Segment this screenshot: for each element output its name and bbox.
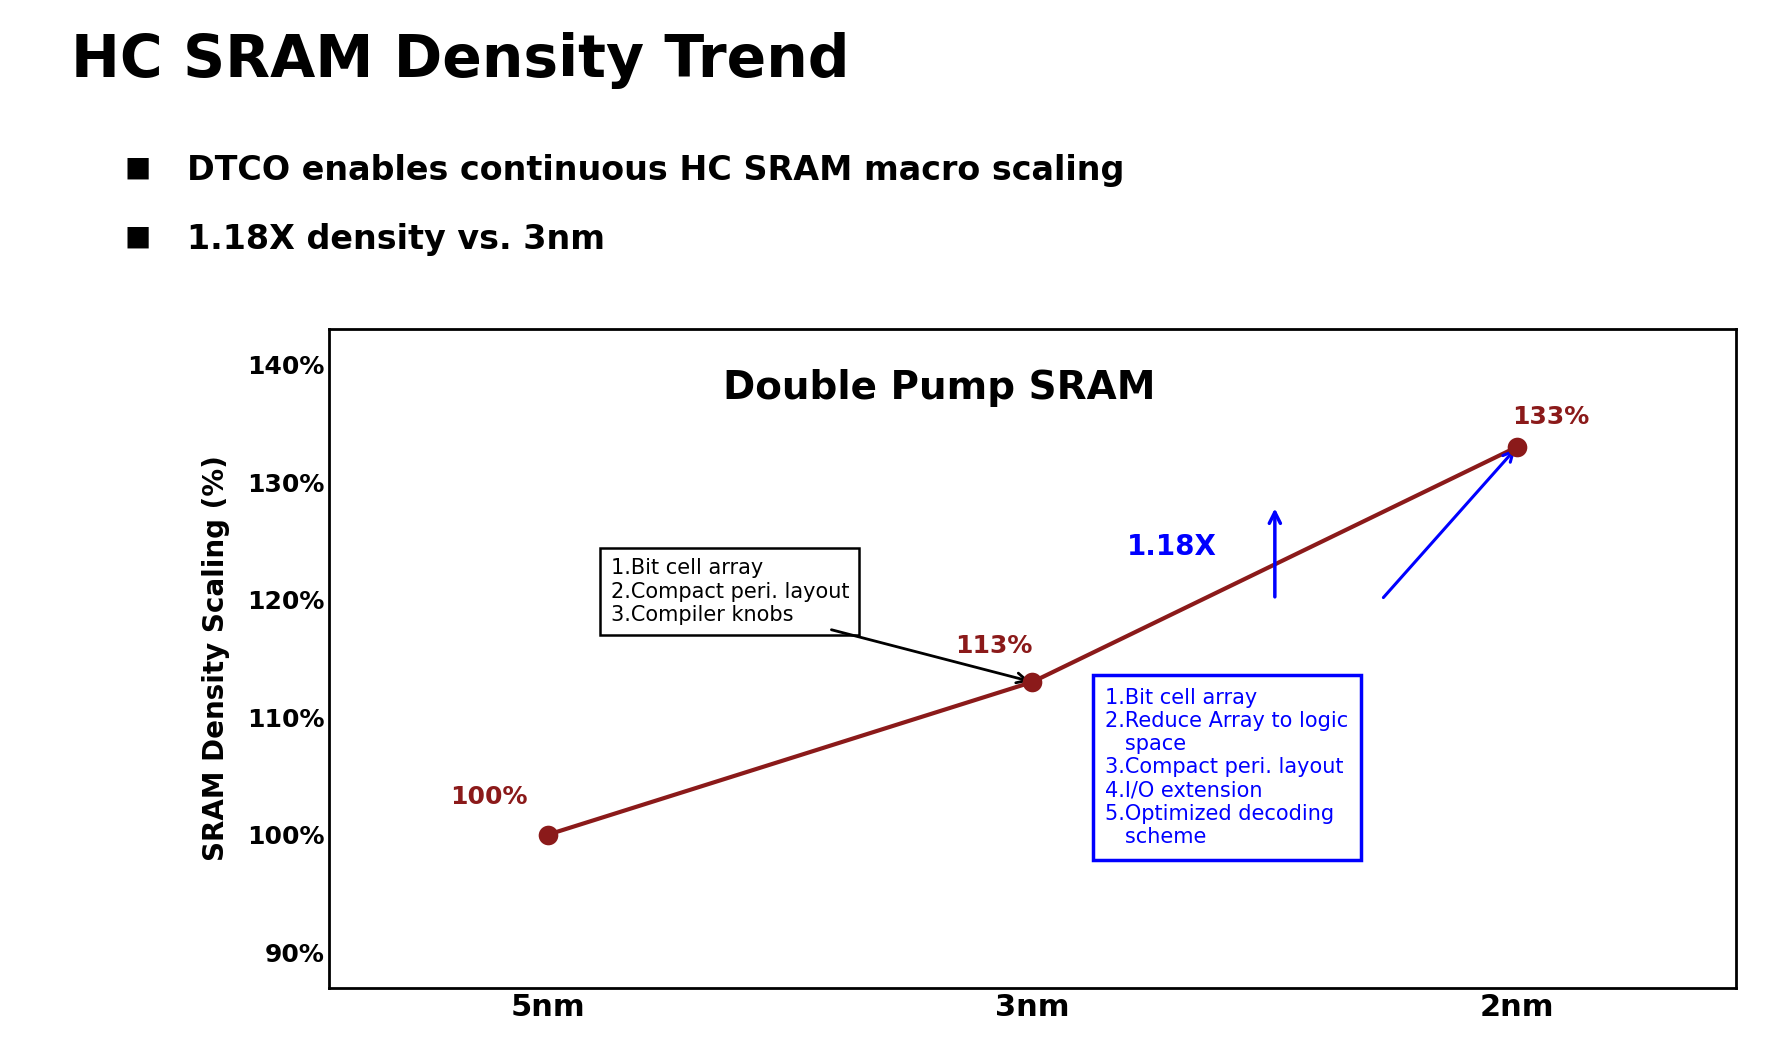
Text: DTCO enables continuous HC SRAM macro scaling: DTCO enables continuous HC SRAM macro sc…	[187, 154, 1125, 187]
Text: 100%: 100%	[450, 785, 529, 809]
Text: 113%: 113%	[954, 634, 1032, 658]
Text: 1.18X density vs. 3nm: 1.18X density vs. 3nm	[187, 223, 605, 256]
Text: 1.Bit cell array
2.Compact peri. layout
3.Compiler knobs: 1.Bit cell array 2.Compact peri. layout …	[611, 559, 849, 624]
Point	[1502, 439, 1531, 456]
Point	[1018, 673, 1047, 690]
Text: ■: ■	[125, 154, 151, 182]
Text: 133%: 133%	[1513, 406, 1590, 429]
Text: Double Pump SRAM: Double Pump SRAM	[723, 369, 1155, 407]
Text: HC SRAM Density Trend: HC SRAM Density Trend	[71, 32, 849, 89]
Text: 1.Bit cell array
2.Reduce Array to logic
   space
3.Compact peri. layout
4.I/O e: 1.Bit cell array 2.Reduce Array to logic…	[1105, 688, 1349, 847]
Point	[534, 826, 562, 843]
Text: ■: ■	[125, 223, 151, 251]
Text: 1.18X: 1.18X	[1127, 533, 1218, 561]
Y-axis label: SRAM Density Scaling (%): SRAM Density Scaling (%)	[203, 456, 230, 861]
